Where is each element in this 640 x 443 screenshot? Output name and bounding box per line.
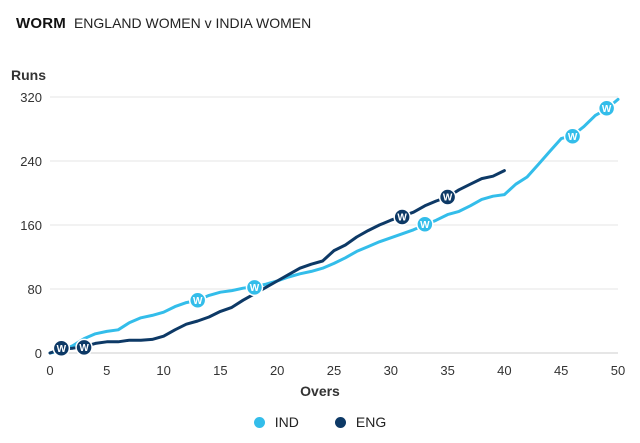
- wicket-marker-eng: W: [438, 188, 457, 206]
- wicket-label-eng: W: [443, 193, 453, 204]
- wicket-circle-ind: [563, 127, 582, 145]
- legend: IND ENG: [0, 414, 640, 430]
- x-tick-50: 50: [611, 363, 625, 378]
- y-axis-ticks: 0 80 160 240 320: [20, 90, 42, 361]
- wicket-circle-ind: [597, 99, 616, 117]
- legend-item-ind[interactable]: IND: [253, 414, 299, 430]
- x-tick-45: 45: [554, 363, 568, 378]
- x-tick-25: 25: [327, 363, 341, 378]
- wicket-marker-eng: W: [75, 338, 93, 357]
- grid-lines: [50, 96, 618, 354]
- wicket-marker-eng: W: [393, 208, 411, 226]
- series-line-ind: [48, 97, 620, 355]
- wicket-label-ind: W: [568, 132, 578, 143]
- wicket-label-eng: W: [397, 213, 407, 224]
- legend-swatch-ind: [253, 416, 265, 428]
- worm-chart: 0 80 160 240 320 0 5 10 15 20 25 30 35 40 45 50 Runs O…: [11, 67, 625, 399]
- x-tick-20: 20: [270, 363, 284, 378]
- wicket-marker-ind: W: [416, 215, 434, 233]
- x-tick-10: 10: [156, 363, 170, 378]
- y-tick-0: 0: [35, 346, 42, 361]
- chart-title: WORM: [16, 15, 66, 32]
- series-lines: [48, 97, 620, 355]
- y-tick-80: 80: [28, 282, 42, 297]
- x-tick-40: 40: [497, 363, 511, 378]
- series-line-eng: [48, 169, 506, 355]
- y-axis-title: Runs: [11, 67, 46, 83]
- chart-subtitle: ENGLAND WOMEN v INDIA WOMEN: [73, 15, 312, 31]
- x-tick-0: 0: [46, 363, 53, 378]
- x-axis-title: Overs: [300, 383, 340, 399]
- wicket-label-ind: W: [602, 104, 612, 115]
- wicket-markers: W W W W W W W W W: [52, 99, 616, 357]
- wicket-circle-eng: [52, 339, 71, 357]
- x-tick-15: 15: [213, 363, 227, 378]
- wicket-label-ind: W: [250, 283, 260, 294]
- wicket-circle-ind: [188, 291, 207, 309]
- wicket-circle-ind: [245, 278, 264, 297]
- wicket-label-eng: W: [57, 344, 67, 355]
- x-tick-30: 30: [384, 363, 398, 378]
- y-tick-160: 160: [20, 218, 42, 233]
- wicket-marker-ind: W: [563, 127, 582, 145]
- y-tick-320: 320: [20, 90, 42, 105]
- wicket-marker-ind: W: [597, 99, 616, 117]
- legend-label-eng: ENG: [355, 414, 387, 430]
- x-axis-ticks: 0 5 10 15 20 25 30 35 40 45 50: [46, 363, 625, 378]
- wicket-circle-eng: [438, 188, 457, 206]
- wicket-circle-eng: [75, 338, 93, 357]
- wicket-label-ind: W: [420, 220, 430, 231]
- wicket-circle-ind: [416, 215, 434, 233]
- wicket-label-ind: W: [193, 296, 203, 307]
- x-tick-5: 5: [103, 363, 110, 378]
- legend-swatch-eng: [334, 416, 346, 428]
- wicket-label-eng: W: [79, 343, 89, 354]
- wicket-marker-eng: W: [52, 339, 71, 357]
- y-tick-240: 240: [20, 154, 42, 169]
- legend-item-eng[interactable]: ENG: [334, 414, 387, 430]
- wicket-marker-ind: W: [188, 291, 207, 309]
- wicket-marker-ind: W: [245, 278, 264, 297]
- x-tick-35: 35: [440, 363, 454, 378]
- chart-header: WORM ENGLAND WOMEN v INDIA WOMEN: [16, 15, 311, 39]
- wicket-circle-eng: [393, 208, 411, 226]
- legend-label-ind: IND: [274, 414, 299, 430]
